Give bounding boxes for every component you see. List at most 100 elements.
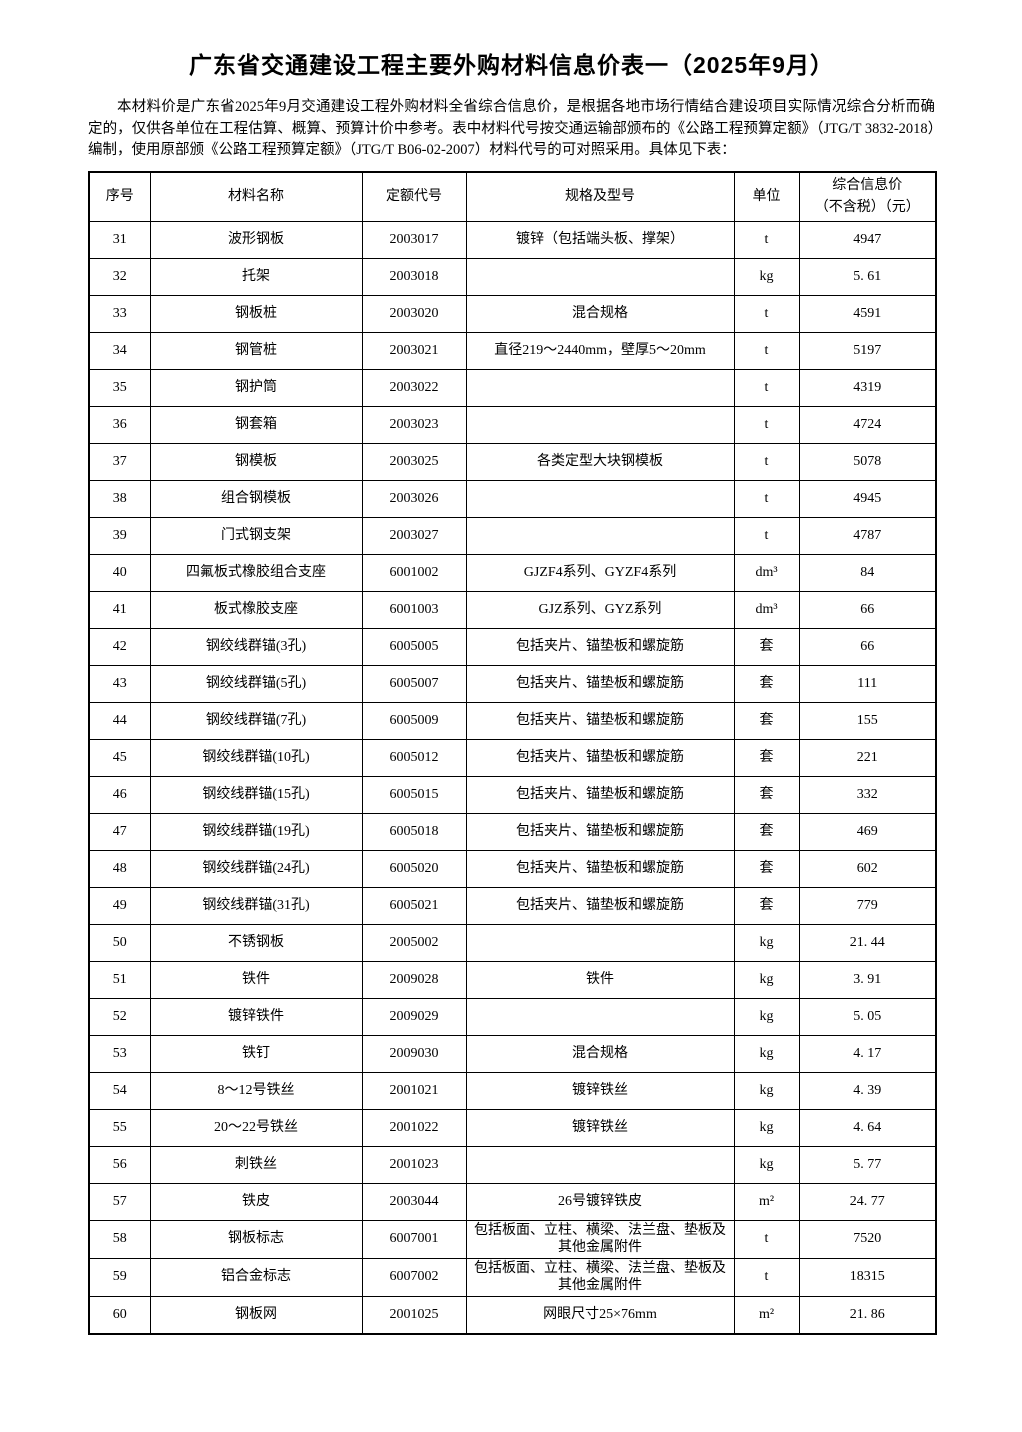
cell-index: 45 <box>88 738 151 777</box>
cell-material-name: 不锈钢板 <box>149 923 363 962</box>
cell-quota-code: 2009030 <box>361 1034 467 1073</box>
cell-material-name: 刺铁丝 <box>149 1145 363 1184</box>
cell-material-name: 钢管桩 <box>149 331 363 370</box>
cell-spec-model <box>465 479 735 518</box>
cell-unit: t <box>733 1219 800 1259</box>
cell-price: 4947 <box>798 220 937 259</box>
cell-spec-model: GJZF4系列、GYZF4系列 <box>465 553 735 592</box>
cell-unit: 套 <box>733 738 800 777</box>
cell-unit: t <box>733 405 800 444</box>
cell-price: 155 <box>798 701 937 740</box>
cell-spec-model: 网眼尺寸25×76mm <box>465 1295 735 1334</box>
cell-spec-model: 铁件 <box>465 960 735 999</box>
cell-price: 5. 61 <box>798 257 937 296</box>
cell-unit: kg <box>733 1145 800 1184</box>
cell-price: 779 <box>798 886 937 925</box>
table-row: 52 镀锌铁件 2009029 kg 5. 05 <box>88 997 937 1036</box>
cell-index: 59 <box>88 1257 151 1297</box>
table-row: 35 钢护筒 2003022 t 4319 <box>88 368 937 407</box>
cell-index: 33 <box>88 294 151 333</box>
cell-price: 4319 <box>798 368 937 407</box>
cell-unit: t <box>733 368 800 407</box>
cell-quota-code: 6005020 <box>361 849 467 888</box>
cell-quota-code: 2003026 <box>361 479 467 518</box>
cell-unit: m² <box>733 1182 800 1221</box>
cell-material-name: 钢绞线群锚(5孔) <box>149 664 363 703</box>
table-row: 50 不锈钢板 2005002 kg 21. 44 <box>88 923 937 962</box>
cell-spec-model <box>465 923 735 962</box>
cell-unit: 套 <box>733 701 800 740</box>
cell-unit: kg <box>733 1108 800 1147</box>
cell-unit: m² <box>733 1295 800 1334</box>
cell-index: 47 <box>88 812 151 851</box>
table-row: 56 刺铁丝 2001023 kg 5. 77 <box>88 1145 937 1184</box>
cell-spec-model: 镀锌铁丝 <box>465 1071 735 1110</box>
table-row: 37 钢模板 2003025 各类定型大块钢模板 t 5078 <box>88 442 937 481</box>
cell-price: 221 <box>798 738 937 777</box>
col-header-price: 综合信息价 （不含税）（元） <box>798 171 937 222</box>
table-row: 45 钢绞线群锚(10孔) 6005012 包括夹片、锚垫板和螺旋筋套 221 <box>88 738 937 777</box>
cell-spec-model: 混合规格 <box>465 294 735 333</box>
cell-index: 58 <box>88 1219 151 1259</box>
cell-spec-model: 直径219～2440mm，壁厚5～20mm <box>465 331 735 370</box>
cell-price: 24. 77 <box>798 1182 937 1221</box>
cell-spec-model: 包括板面、立柱、横梁、法兰盘、垫板及其他金属附件 <box>465 1257 735 1297</box>
cell-index: 44 <box>88 701 151 740</box>
table-row: 51 铁件 2009028 铁件 kg 3. 91 <box>88 960 937 999</box>
cell-spec-model: 包括夹片、锚垫板和螺旋筋 <box>465 664 735 703</box>
cell-quota-code: 6005005 <box>361 627 467 666</box>
cell-material-name: 铁皮 <box>149 1182 363 1221</box>
cell-material-name: 铁钉 <box>149 1034 363 1073</box>
table-row: 33 钢板桩 2003020 混合规格 t 4591 <box>88 294 937 333</box>
cell-quota-code: 2001023 <box>361 1145 467 1184</box>
cell-quota-code: 2003020 <box>361 294 467 333</box>
cell-unit: kg <box>733 1034 800 1073</box>
cell-quota-code: 6007002 <box>361 1257 467 1297</box>
cell-material-name: 板式橡胶支座 <box>149 590 363 629</box>
cell-material-name: 四氟板式橡胶组合支座 <box>149 553 363 592</box>
cell-spec-model: 包括夹片、锚垫板和螺旋筋 <box>465 849 735 888</box>
cell-quota-code: 6007001 <box>361 1219 467 1259</box>
cell-index: 60 <box>88 1295 151 1334</box>
table-row: 39 门式钢支架 2003027 t 4787 <box>88 516 937 555</box>
table-row: 42 钢绞线群锚(3孔) 6005005 包括夹片、锚垫板和螺旋筋套 66 <box>88 627 937 666</box>
cell-spec-model <box>465 997 735 1036</box>
table-row: 49 钢绞线群锚(31孔) 6005021 包括夹片、锚垫板和螺旋筋套 779 <box>88 886 937 925</box>
cell-price: 4945 <box>798 479 937 518</box>
cell-spec-model <box>465 368 735 407</box>
cell-spec-model: 镀锌（包括端头板、撑架） <box>465 220 735 259</box>
cell-index: 41 <box>88 590 151 629</box>
cell-material-name: 钢护筒 <box>149 368 363 407</box>
cell-price: 5. 77 <box>798 1145 937 1184</box>
cell-price: 4591 <box>798 294 937 333</box>
table-row: 32 托架 2003018 kg 5. 61 <box>88 257 937 296</box>
cell-material-name: 钢板网 <box>149 1295 363 1334</box>
cell-price: 66 <box>798 627 937 666</box>
cell-material-name: 钢绞线群锚(15孔) <box>149 775 363 814</box>
cell-unit: t <box>733 479 800 518</box>
cell-quota-code: 2003044 <box>361 1182 467 1221</box>
cell-quota-code: 2009029 <box>361 997 467 1036</box>
cell-index: 49 <box>88 886 151 925</box>
cell-quota-code: 2003021 <box>361 331 467 370</box>
cell-material-name: 钢绞线群锚(10孔) <box>149 738 363 777</box>
cell-quota-code: 6005007 <box>361 664 467 703</box>
cell-material-name: 钢套箱 <box>149 405 363 444</box>
table-row: 46 钢绞线群锚(15孔) 6005015 包括夹片、锚垫板和螺旋筋套 332 <box>88 775 937 814</box>
cell-spec-model: 包括夹片、锚垫板和螺旋筋 <box>465 775 735 814</box>
cell-material-name: 20～22号铁丝 <box>149 1108 363 1147</box>
col-header-material-name: 材料名称 <box>149 171 363 222</box>
cell-price: 4787 <box>798 516 937 555</box>
cell-price: 5078 <box>798 442 937 481</box>
cell-spec-model: 包括夹片、锚垫板和螺旋筋 <box>465 627 735 666</box>
cell-unit: 套 <box>733 664 800 703</box>
cell-material-name: 钢绞线群锚(3孔) <box>149 627 363 666</box>
table-row: 43 钢绞线群锚(5孔) 6005007 包括夹片、锚垫板和螺旋筋套 111 <box>88 664 937 703</box>
cell-unit: t <box>733 442 800 481</box>
cell-unit: kg <box>733 257 800 296</box>
cell-quota-code: 6001002 <box>361 553 467 592</box>
cell-spec-model: 包括夹片、锚垫板和螺旋筋 <box>465 886 735 925</box>
cell-price: 18315 <box>798 1257 937 1297</box>
table-row: 47 钢绞线群锚(19孔) 6005018 包括夹片、锚垫板和螺旋筋套 469 <box>88 812 937 851</box>
cell-index: 35 <box>88 368 151 407</box>
